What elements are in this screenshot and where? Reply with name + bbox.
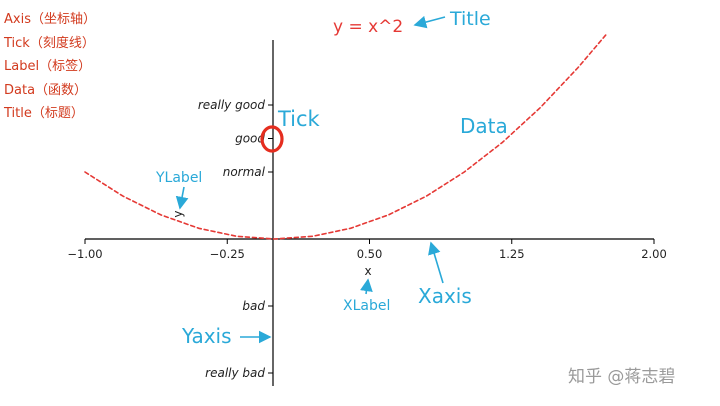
x-tick-label: −1.00 bbox=[67, 247, 102, 261]
annotation-ylabel: YLabel bbox=[155, 170, 202, 186]
legend-item-tick: Tick（刻度线） bbox=[4, 35, 95, 51]
x-tick-label: 1.25 bbox=[499, 247, 525, 261]
y-tick-label: bad bbox=[242, 299, 265, 313]
annotation-ylabel-arrow bbox=[175, 186, 189, 210]
y-axis-label: y bbox=[171, 210, 185, 217]
data-curve-layer bbox=[84, 33, 608, 240]
x-tick-label: 0.50 bbox=[357, 247, 383, 261]
annotation-xaxis: Xaxis bbox=[418, 284, 472, 308]
annotation-yaxis: Yaxis bbox=[181, 324, 232, 348]
x-tick-label: 2.00 bbox=[641, 247, 667, 261]
annotation-data: Data bbox=[460, 114, 508, 138]
x-axis-label: x bbox=[364, 264, 371, 278]
chart-title: y = x^2 bbox=[333, 17, 403, 37]
legend-item-axis: Axis（坐标轴） bbox=[4, 12, 96, 27]
ticks: −1.00 −0.25 0.50 1.25 2.00 really bad bad norma… bbox=[67, 17, 666, 380]
x-tick-label: −0.25 bbox=[210, 247, 245, 261]
y-tick-label: good bbox=[235, 132, 265, 146]
annotation-xlabel: XLabel bbox=[343, 298, 390, 314]
annotation-xaxis-arrow bbox=[428, 241, 444, 284]
legend-item-data: Data（函数） bbox=[4, 82, 88, 98]
legend-item-label: Label（标签） bbox=[4, 59, 92, 74]
tick-highlight-circle bbox=[260, 125, 284, 153]
watermark: 知乎 @蒋志碧 bbox=[568, 367, 676, 387]
y-tick-label: really good bbox=[198, 98, 266, 112]
annotation-title-arrow bbox=[413, 15, 446, 29]
y-tick-label: really bad bbox=[205, 366, 265, 380]
legend: Axis（坐标轴） Tick（刻度线） Label（标签） Data（函数） T… bbox=[4, 8, 96, 126]
annotation-xlabel-arrow bbox=[360, 278, 373, 295]
annotation-title: Title bbox=[449, 8, 491, 30]
annotations: Title Tick Data YLabel XLabel Xaxis Yaxis bbox=[155, 8, 508, 348]
legend-item-title: Title（标题） bbox=[4, 106, 84, 121]
annotation-tick: Tick bbox=[277, 107, 321, 131]
y-tick-label: normal bbox=[223, 165, 266, 179]
data-series-line bbox=[84, 33, 608, 240]
